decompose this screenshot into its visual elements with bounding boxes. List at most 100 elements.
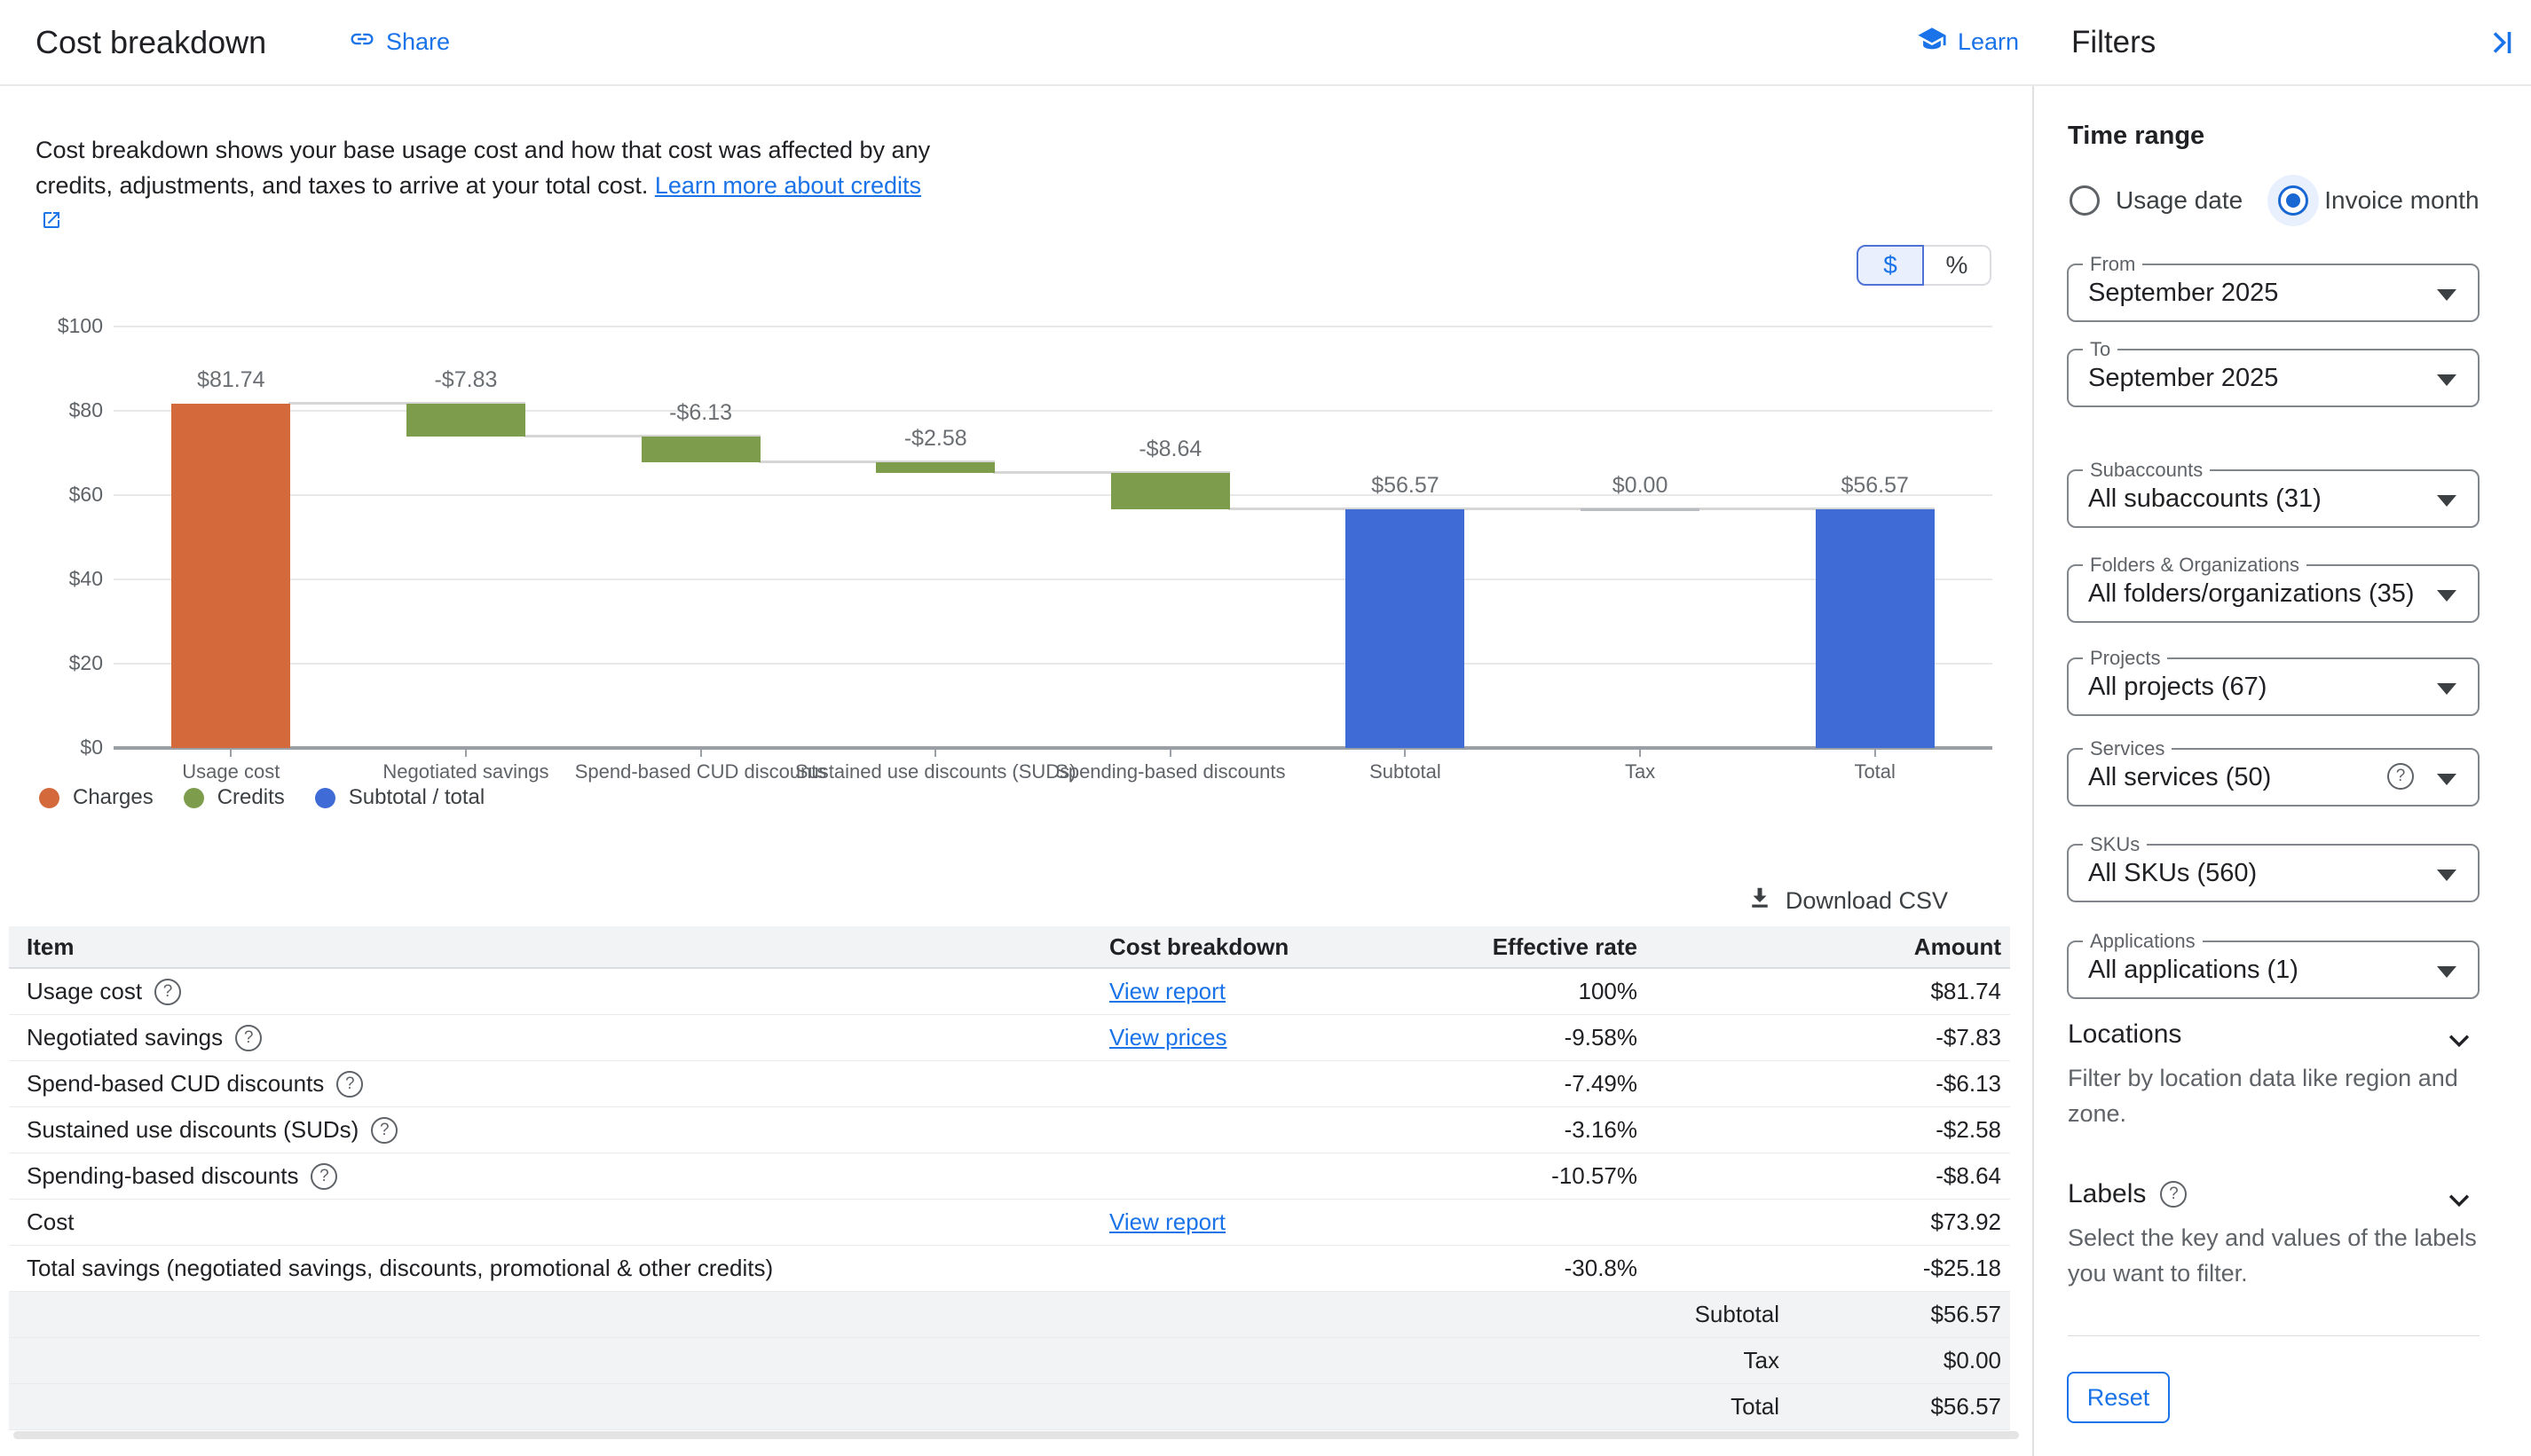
waterfall-connector [1227, 508, 1465, 511]
item-cell: Sustained use discounts (SUDs)? [27, 1107, 398, 1153]
help-icon[interactable]: ? [235, 1024, 263, 1051]
cost-breakdown-table: Item Cost breakdown Effective rate Amoun… [9, 926, 2010, 1430]
bar-value-label: -$8.64 [1139, 437, 1202, 462]
table-row: Total savings (negotiated savings, disco… [9, 1246, 2010, 1292]
learn-button[interactable]: Learn [1917, 0, 2019, 84]
field-label: Services [2083, 737, 2172, 760]
learn-more-credits-link[interactable]: Learn more about credits [35, 172, 921, 234]
labels-expand-chevron-icon[interactable] [2444, 1184, 2474, 1219]
table-body: Usage cost? View report 100% $81.74 Negotiat… [9, 969, 2010, 1430]
filters-panel-title: Filters [2071, 24, 2156, 59]
waterfall-bar-credits[interactable] [641, 436, 761, 463]
learn-label: Learn [1958, 28, 2020, 55]
dropdown-caret-icon [2437, 966, 2456, 978]
field-label: SKUs [2083, 833, 2148, 856]
download-csv-button[interactable]: Download CSV [1746, 880, 1948, 921]
filter-field-projects[interactable]: Projects All projects (67) [2067, 647, 2480, 716]
chart-gridline [114, 746, 1992, 750]
services-help-icon[interactable]: ? [2387, 763, 2414, 790]
item-cell: Spending-based discounts? [27, 1153, 338, 1199]
item-label: Usage cost [27, 978, 143, 1004]
dollar-toggle-button[interactable]: $ [1857, 245, 1924, 286]
legend-dot-icon [39, 787, 59, 808]
amount-cell: $56.57 [1930, 1301, 2001, 1327]
x-axis-category-label: Subtotal [1369, 760, 1441, 783]
view-link[interactable]: View report [1109, 978, 1226, 1004]
chart-gridline [114, 326, 1992, 327]
help-icon[interactable]: ? [371, 1116, 398, 1144]
help-icon[interactable]: ? [154, 978, 182, 1005]
horizontal-scrollbar[interactable] [13, 1431, 2019, 1439]
effective-rate-cell: -10.57% [1551, 1162, 1637, 1189]
item-cell: Negotiated savings? [27, 1015, 263, 1060]
filter-field-folders-organizations[interactable]: Folders & Organizations All folders/organ… [2067, 554, 2480, 623]
filter-field-skus[interactable]: SKUs All SKUs (560) [2067, 833, 2480, 902]
waterfall-connector [523, 434, 761, 437]
waterfall-bar-charges[interactable] [171, 403, 291, 748]
collapse-panel-icon[interactable] [2480, 23, 2519, 62]
page-description: Cost breakdown shows your base usage cos… [35, 132, 932, 240]
legend-label: Credits [217, 785, 285, 809]
radio-option-invoice-month[interactable]: Invoice month [2278, 185, 2480, 216]
dropdown-caret-icon [2437, 590, 2456, 602]
x-axis-category-label: Tax [1624, 760, 1656, 783]
labels-section-heading: Labels ? [2068, 1179, 2188, 1209]
waterfall-bar-credits[interactable] [1110, 473, 1230, 510]
waterfall-bar-tax[interactable] [1581, 508, 1700, 512]
labels-description: Select the key and values of the labels … [2068, 1224, 2477, 1287]
view-link[interactable]: View prices [1109, 1024, 1227, 1051]
chart-gridline [114, 494, 1992, 496]
waterfall-connector [1698, 508, 1935, 511]
field-value: All projects (67) [2088, 672, 2267, 701]
waterfall-bar-credits[interactable] [876, 462, 996, 474]
field-value: All applications (1) [2088, 955, 2298, 984]
amount-cell: -$8.64 [1936, 1162, 2001, 1189]
x-axis-tick [464, 748, 467, 757]
locations-title: Locations [2068, 1019, 2182, 1049]
amount-cell: -$7.83 [1936, 1024, 2001, 1051]
filter-field-services[interactable]: Services All services (50)? [2067, 737, 2480, 807]
view-link[interactable]: View report [1109, 1208, 1226, 1235]
field-label: Folders & Organizations [2083, 554, 2306, 577]
filter-field-from[interactable]: From September 2025 [2067, 253, 2480, 322]
amount-cell: -$6.13 [1936, 1070, 2001, 1097]
locations-expand-chevron-icon[interactable] [2444, 1025, 2474, 1059]
cost-breakdown-cell: View report [1109, 1200, 1226, 1245]
filter-field-subaccounts[interactable]: Subaccounts All subaccounts (31) [2067, 459, 2480, 528]
col-header-cost-breakdown: Cost breakdown [1109, 933, 1289, 960]
radio-option-usage-date[interactable]: Usage date [2070, 185, 2243, 216]
help-icon[interactable]: ? [311, 1162, 338, 1190]
share-button[interactable]: Share [349, 0, 450, 84]
waterfall-bar-total[interactable] [1815, 509, 1935, 748]
filter-field-applications[interactable]: Applications All applications (1) [2067, 930, 2480, 999]
filter-field-to[interactable]: To September 2025 [2067, 338, 2480, 407]
field-label: Applications [2083, 930, 2203, 953]
table-row: Total $56.57 [9, 1384, 2010, 1430]
table-row: Negotiated savings? View prices -9.58% -$7.… [9, 1015, 2010, 1061]
amount-cell: -$25.18 [1922, 1255, 2001, 1281]
amount-cell: $73.92 [1930, 1208, 2001, 1235]
table-row: Spend-based CUD discounts? -7.49% -$6.13 [9, 1061, 2010, 1107]
labels-help-icon[interactable]: ? [2160, 1181, 2188, 1208]
dropdown-caret-icon [2437, 870, 2456, 881]
help-icon[interactable]: ? [336, 1070, 364, 1098]
time-range-heading: Time range [2068, 122, 2205, 150]
col-header-item: Item [27, 933, 75, 960]
effective-rate-cell: -3.16% [1564, 1116, 1637, 1143]
percent-toggle-button[interactable]: % [1924, 245, 1991, 286]
waterfall-bar-total[interactable] [1345, 509, 1465, 748]
graduation-cap-icon [1917, 24, 1947, 60]
y-axis-tick-label: $100 [57, 314, 103, 337]
x-axis-category-label: Negotiated savings [382, 760, 549, 783]
item-label: Negotiated savings [27, 1024, 224, 1051]
waterfall-bar-credits[interactable] [406, 403, 525, 437]
amount-cell: $56.57 [1930, 1393, 2001, 1420]
field-value: All SKUs (560) [2088, 858, 2258, 887]
chart-legend: Charges Credits Subtotal / total [39, 785, 515, 810]
field-value: All services (50) [2088, 762, 2272, 791]
x-axis-tick [1404, 748, 1407, 757]
effective-rate-cell: 100% [1578, 978, 1638, 1004]
reset-filters-button[interactable]: Reset [2067, 1372, 2170, 1423]
summary-label-cell: Subtotal [1694, 1301, 1779, 1327]
legend-dot-icon [183, 787, 204, 808]
